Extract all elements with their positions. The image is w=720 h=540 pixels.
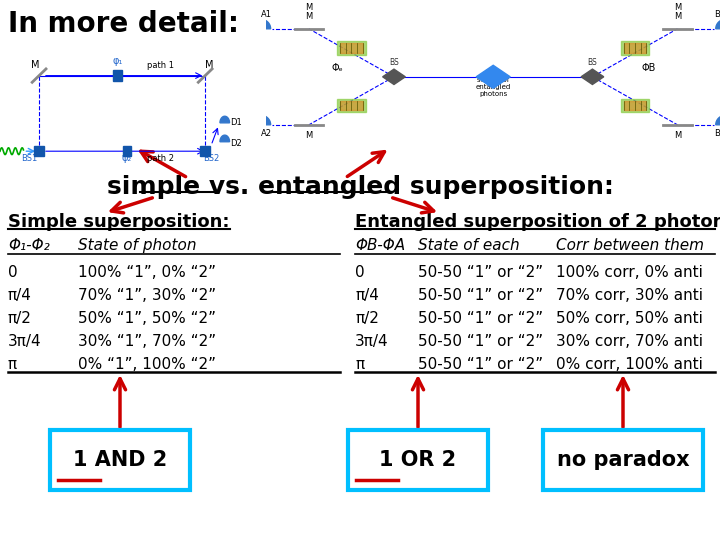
Text: 50% “1”, 50% “2”: 50% “1”, 50% “2” (78, 311, 216, 326)
Polygon shape (251, 19, 271, 29)
Text: D1: D1 (230, 118, 243, 127)
Bar (200, 146, 210, 156)
Text: M: M (674, 3, 681, 11)
Text: BS: BS (588, 58, 598, 68)
Text: path 1: path 1 (147, 61, 174, 70)
Text: ψ₂: ψ₂ (122, 153, 132, 163)
Bar (624, 101, 647, 110)
Text: 0: 0 (355, 265, 364, 280)
Text: simple vs. entangled superposition:: simple vs. entangled superposition: (107, 175, 613, 199)
Bar (35, 146, 44, 156)
Text: 0% corr, 100% anti: 0% corr, 100% anti (556, 357, 703, 372)
Text: Simple superposition:: Simple superposition: (8, 213, 230, 231)
Text: π/2: π/2 (8, 311, 32, 326)
Text: no paradox: no paradox (557, 450, 689, 470)
Text: Entangled superposition of 2 photons:: Entangled superposition of 2 photons: (355, 213, 720, 231)
Text: M: M (305, 12, 312, 21)
Text: Corr between them: Corr between them (556, 238, 704, 253)
Text: Φ₁-Φ₂: Φ₁-Φ₂ (8, 238, 50, 253)
Text: 50% corr, 50% anti: 50% corr, 50% anti (556, 311, 703, 326)
Text: 30% corr, 70% anti: 30% corr, 70% anti (556, 334, 703, 349)
Text: 1 AND 2: 1 AND 2 (73, 450, 167, 470)
Text: 100% “1”, 0% “2”: 100% “1”, 0% “2” (78, 265, 216, 280)
Text: BS2: BS2 (203, 154, 219, 163)
Text: 50-50 “1” or “2”: 50-50 “1” or “2” (418, 311, 543, 326)
Text: 1 OR 2: 1 OR 2 (379, 450, 456, 470)
Bar (337, 99, 366, 112)
Bar (621, 41, 649, 55)
Text: D2: D2 (230, 139, 243, 148)
Bar (624, 43, 647, 53)
Polygon shape (251, 115, 271, 125)
Text: 3π/4: 3π/4 (8, 334, 42, 349)
Bar (340, 43, 363, 53)
Text: M: M (674, 12, 681, 21)
Text: 3π/4: 3π/4 (355, 334, 389, 349)
Text: 50-50 “1” or “2”: 50-50 “1” or “2” (418, 265, 543, 280)
Text: A1: A1 (261, 10, 272, 19)
Text: BS: BS (389, 58, 399, 68)
Text: M: M (305, 131, 312, 140)
Polygon shape (220, 116, 230, 123)
Polygon shape (716, 115, 720, 125)
Text: B1: B1 (714, 129, 720, 138)
Text: Φₑ: Φₑ (331, 63, 343, 73)
Text: BS1: BS1 (21, 154, 37, 163)
Polygon shape (476, 65, 510, 89)
Text: π: π (355, 357, 364, 372)
Text: In more detail:: In more detail: (8, 10, 239, 38)
Text: ΦB-ΦA: ΦB-ΦA (355, 238, 405, 253)
Bar (337, 41, 366, 55)
Text: State of each: State of each (418, 238, 520, 253)
Text: path 2: path 2 (147, 154, 174, 163)
FancyBboxPatch shape (543, 430, 703, 490)
Bar (340, 101, 363, 110)
Text: π: π (8, 357, 17, 372)
Polygon shape (382, 69, 405, 84)
Text: 30% “1”, 70% “2”: 30% “1”, 70% “2” (78, 334, 216, 349)
Text: State of photon: State of photon (78, 238, 197, 253)
Text: A2: A2 (261, 129, 272, 138)
Text: source of
entangled
photons: source of entangled photons (476, 77, 510, 97)
Text: 50-50 “1” or “2”: 50-50 “1” or “2” (418, 288, 543, 303)
Bar (113, 70, 122, 81)
Text: 0% “1”, 100% “2”: 0% “1”, 100% “2” (78, 357, 216, 372)
Bar (621, 99, 649, 112)
Text: M: M (305, 3, 312, 11)
Text: π/4: π/4 (355, 288, 379, 303)
Bar (122, 146, 132, 157)
Text: φ₁: φ₁ (112, 56, 122, 66)
Text: ΦB: ΦB (642, 63, 657, 73)
Text: 50-50 “1” or “2”: 50-50 “1” or “2” (418, 357, 543, 372)
FancyBboxPatch shape (348, 430, 488, 490)
Text: π/2: π/2 (355, 311, 379, 326)
Polygon shape (581, 69, 604, 84)
Text: 100% corr, 0% anti: 100% corr, 0% anti (556, 265, 703, 280)
Text: M: M (31, 60, 40, 70)
Text: M: M (205, 60, 213, 70)
Text: M: M (674, 131, 681, 140)
Text: 70% corr, 30% anti: 70% corr, 30% anti (556, 288, 703, 303)
Text: 50-50 “1” or “2”: 50-50 “1” or “2” (418, 334, 543, 349)
Text: π/4: π/4 (8, 288, 32, 303)
Text: 0: 0 (8, 265, 17, 280)
Polygon shape (220, 135, 230, 141)
Polygon shape (716, 19, 720, 29)
Text: 70% “1”, 30% “2”: 70% “1”, 30% “2” (78, 288, 216, 303)
FancyBboxPatch shape (50, 430, 190, 490)
Text: B2: B2 (714, 10, 720, 19)
